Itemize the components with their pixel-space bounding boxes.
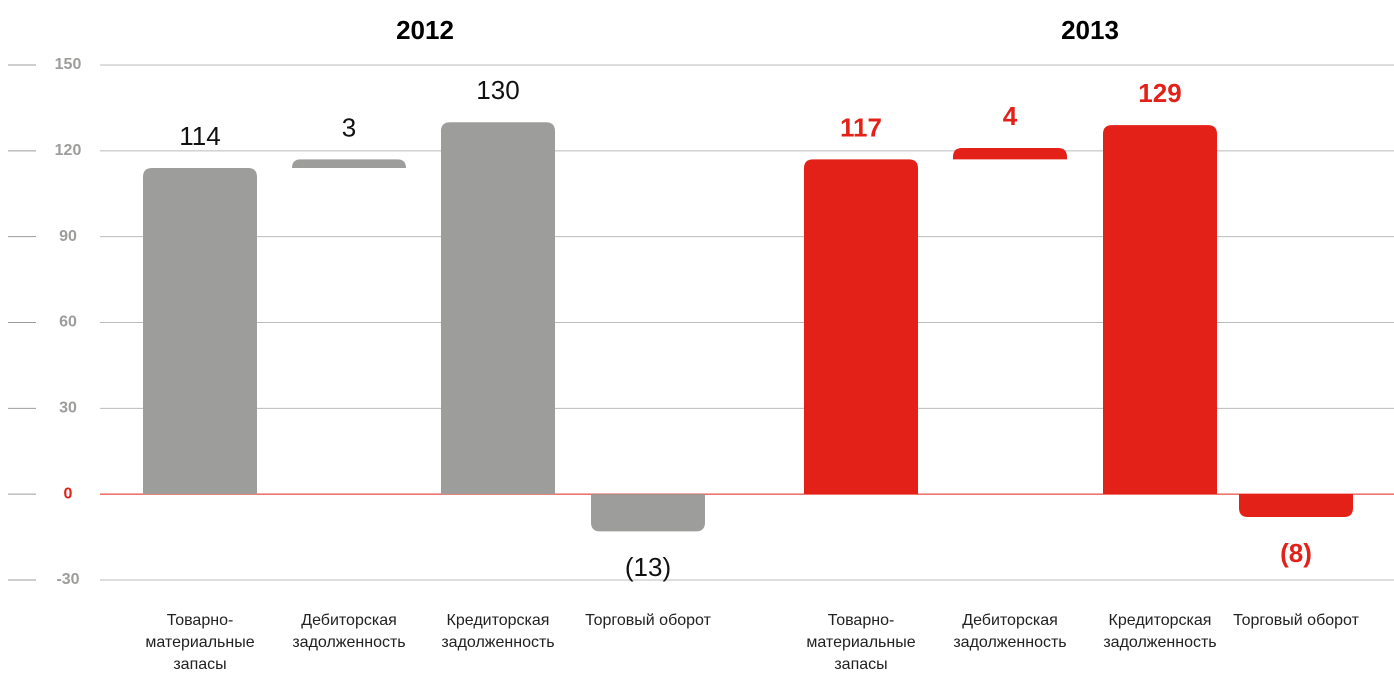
group-title: 2013 [1061,15,1119,45]
value-label: 117 [840,112,882,142]
bar [591,494,705,532]
x-tick-label: Дебиторская задолженность [953,612,1067,651]
bar [953,147,1067,160]
x-tick-label: Товарно-материальные запасы [145,612,255,673]
y-tick-label: 0 [64,485,73,502]
x-tick-label: Кредиторская задолженность [1103,612,1217,651]
group-title: 2012 [396,15,454,45]
value-label: 3 [342,112,356,142]
y-tick-label: 90 [59,228,77,245]
y-tick-label: 120 [55,142,82,159]
y-tick-label: -30 [56,571,79,588]
value-label: 114 [179,121,220,151]
value-label: 4 [1003,101,1018,131]
x-tick-label: Торговый оборот [585,612,711,629]
bar [1103,125,1217,495]
bar [143,168,257,495]
bar [804,159,918,495]
x-tick-label: Дебиторская задолженность [292,612,406,651]
y-tick-label: 30 [59,400,77,417]
bar [441,122,555,495]
y-tick-label: 60 [59,314,77,331]
y-tick-label: 150 [55,56,82,73]
bar [1239,494,1353,518]
bar [292,159,406,168]
value-label: (13) [625,552,671,582]
value-label: (8) [1280,538,1312,568]
x-tick-label: Кредиторская задолженность [441,612,555,651]
x-tick-label: Товарно-материальные запасы [806,612,916,673]
value-label: 129 [1138,78,1181,108]
x-tick-label: Торговый оборот [1233,612,1359,629]
value-label: 130 [476,75,519,105]
